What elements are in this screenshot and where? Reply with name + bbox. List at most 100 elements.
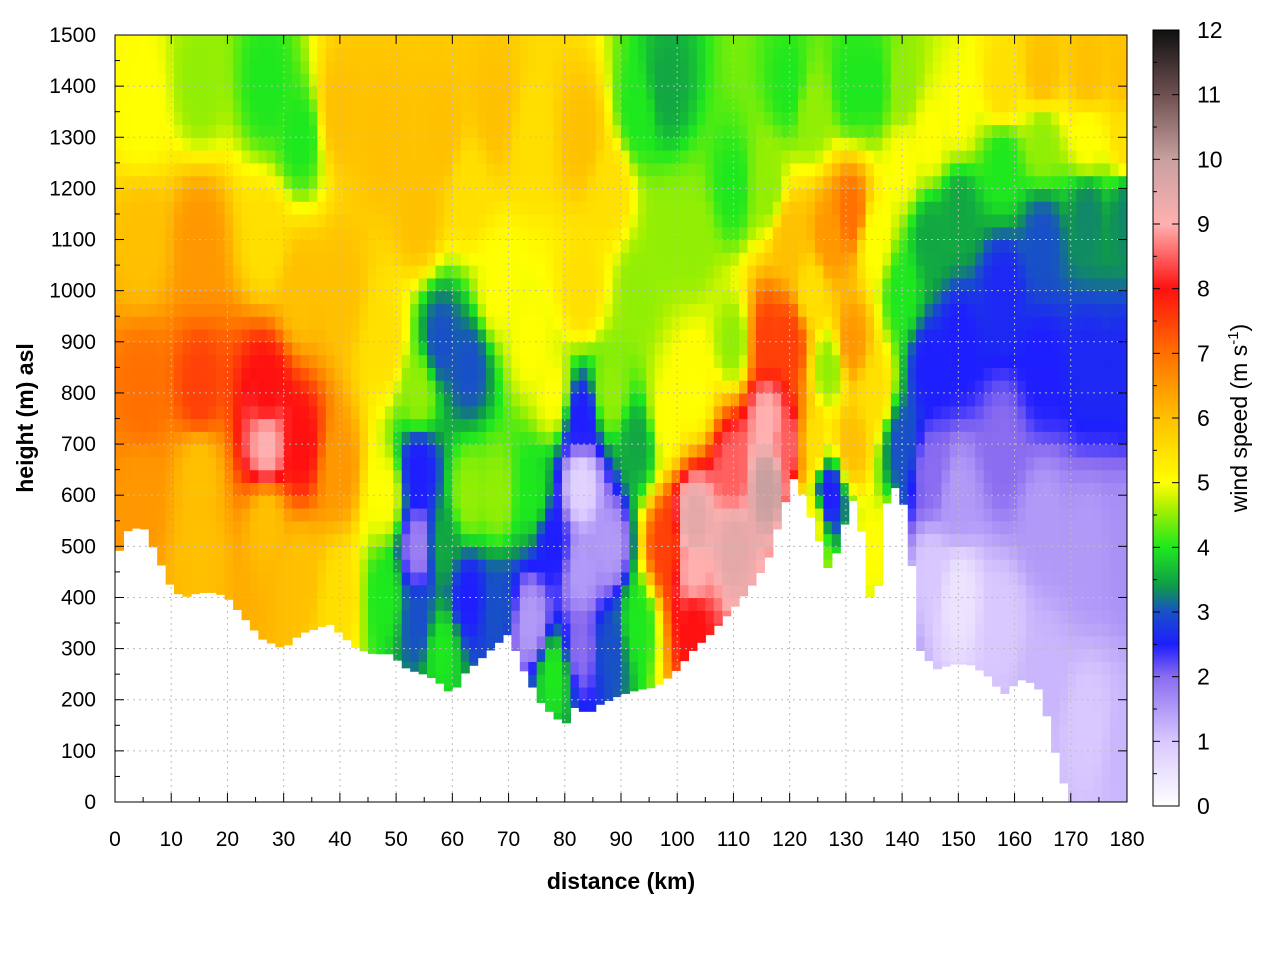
heatmap-cell	[958, 392, 968, 407]
heatmap-cell	[604, 635, 614, 650]
heatmap-cell	[157, 213, 167, 228]
heatmap-cell	[477, 648, 487, 659]
heatmap-cell	[148, 226, 158, 241]
heatmap-cell	[511, 341, 521, 356]
heatmap-cell	[216, 482, 226, 496]
heatmap-cell	[840, 380, 850, 394]
heatmap-cell	[351, 392, 361, 407]
heatmap-cell	[958, 431, 968, 445]
heatmap-cell	[823, 329, 833, 343]
heatmap-cell	[595, 661, 605, 675]
heatmap-cell	[368, 98, 378, 113]
heatmap-cell	[233, 303, 243, 317]
heatmap-cell	[663, 86, 673, 100]
heatmap-cell	[325, 546, 335, 560]
heatmap-cell	[174, 367, 184, 381]
heatmap-cell	[916, 35, 926, 49]
heatmap-cell	[882, 60, 892, 74]
heatmap-cell	[713, 431, 723, 445]
heatmap-cell	[874, 456, 884, 471]
heatmap-cell	[157, 495, 167, 509]
heatmap-cell	[325, 98, 335, 113]
heatmap-cell	[486, 86, 496, 100]
heatmap-cell	[916, 98, 926, 113]
heatmap-cell	[460, 150, 470, 164]
heatmap-cell	[975, 137, 985, 151]
heatmap-cell	[283, 252, 293, 266]
heatmap-cell	[646, 252, 656, 266]
heatmap-cell	[764, 431, 774, 445]
heatmap-cell	[190, 380, 200, 394]
heatmap-cell	[140, 98, 150, 113]
heatmap-cell	[629, 137, 639, 151]
heatmap-cell	[604, 648, 614, 662]
heatmap-cell	[831, 239, 841, 253]
heatmap-cell	[115, 239, 125, 253]
heatmap-cell	[545, 444, 555, 458]
heatmap-cell	[730, 469, 740, 484]
heatmap-cell	[308, 265, 318, 279]
heatmap-cell	[983, 47, 993, 62]
heatmap-cell	[722, 60, 732, 74]
heatmap-cell	[949, 469, 959, 484]
heatmap-cell	[140, 290, 150, 305]
heatmap-cell	[637, 73, 647, 87]
heatmap-cell	[907, 520, 917, 535]
heatmap-cell	[148, 482, 158, 496]
heatmap-cell	[241, 520, 251, 535]
heatmap-cell	[292, 495, 302, 509]
heatmap-cell	[486, 277, 496, 292]
heatmap-cell	[966, 277, 976, 292]
heatmap-cell	[528, 444, 538, 458]
heatmap-cell	[578, 520, 588, 535]
heatmap-cell	[308, 456, 318, 471]
heatmap-cell	[814, 137, 824, 151]
heatmap-cell	[874, 380, 884, 394]
heatmap-cell	[1008, 367, 1018, 381]
heatmap-cell	[688, 329, 698, 343]
heatmap-cell	[949, 444, 959, 458]
heatmap-cell	[857, 354, 867, 368]
heatmap-cell	[561, 392, 571, 407]
heatmap-cell	[401, 444, 411, 458]
heatmap-cell	[933, 571, 943, 586]
heatmap-cell	[561, 444, 571, 458]
heatmap-cell	[1000, 444, 1010, 458]
heatmap-cell	[157, 86, 167, 100]
heatmap-cell	[941, 392, 951, 407]
heatmap-cell	[477, 329, 487, 343]
heatmap-cell	[553, 124, 563, 138]
heatmap-cell	[317, 201, 327, 215]
heatmap-cell	[958, 482, 968, 496]
heatmap-cell	[317, 405, 327, 420]
heatmap-cell	[561, 47, 571, 62]
heatmap-cell	[587, 456, 597, 471]
heatmap-cell	[148, 303, 158, 317]
heatmap-cell	[140, 316, 150, 330]
heatmap-cell	[747, 533, 757, 547]
heatmap-cell	[427, 520, 437, 535]
heatmap-cell	[443, 686, 453, 692]
heatmap-cell	[688, 60, 698, 74]
heatmap-cell	[730, 162, 740, 177]
heatmap-cell	[115, 341, 125, 356]
heatmap-cell	[604, 303, 614, 317]
heatmap-cell	[561, 533, 571, 547]
heatmap-cell	[882, 188, 892, 202]
heatmap-cell	[553, 367, 563, 381]
heatmap-cell	[983, 418, 993, 432]
heatmap-cell	[949, 456, 959, 471]
heatmap-cell	[477, 265, 487, 279]
heatmap-cell	[140, 47, 150, 62]
heatmap-cell	[730, 584, 740, 599]
heatmap-cell	[308, 290, 318, 305]
heatmap-cell	[368, 354, 378, 368]
heatmap-cell	[570, 226, 580, 241]
heatmap-cell	[502, 265, 512, 279]
heatmap-cell	[165, 213, 175, 228]
heatmap-cell	[275, 431, 285, 445]
heatmap-cell	[992, 277, 1002, 292]
heatmap-cell	[983, 239, 993, 253]
heatmap-cell	[604, 482, 614, 496]
heatmap-cell	[342, 35, 352, 49]
